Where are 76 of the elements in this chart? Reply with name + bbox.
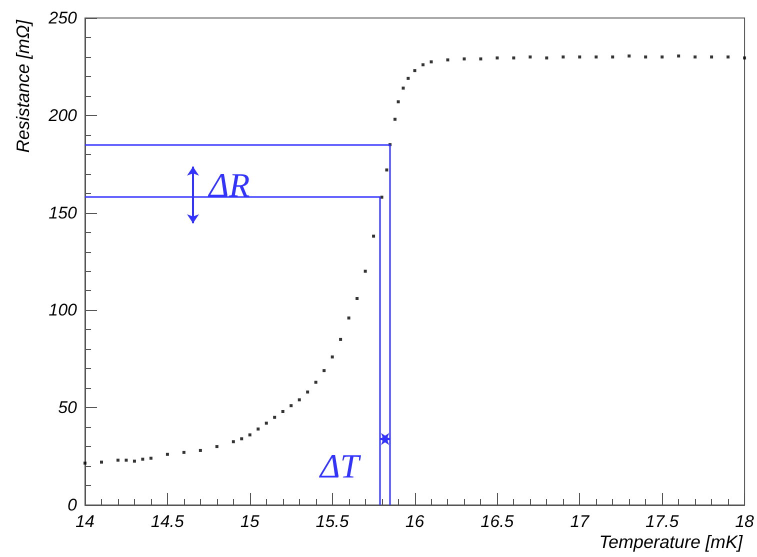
- point: [677, 54, 680, 58]
- point: [393, 118, 396, 121]
- point: [496, 56, 499, 60]
- point: [198, 448, 202, 452]
- point: [562, 55, 565, 58]
- y-tick-label: 100: [48, 300, 78, 320]
- x-tick-label: 16.5: [480, 512, 514, 531]
- point: [248, 433, 252, 436]
- point: [132, 460, 136, 463]
- point: [322, 369, 326, 372]
- y-tick-label: 250: [48, 8, 78, 28]
- point: [710, 55, 714, 58]
- x-axis-title: Temperature [mK]: [599, 532, 744, 552]
- point: [726, 55, 730, 58]
- point: [124, 458, 128, 462]
- point: [413, 69, 416, 72]
- point: [578, 55, 582, 58]
- x-tick-label: 15.5: [316, 512, 350, 531]
- point: [314, 380, 318, 384]
- point: [149, 456, 152, 460]
- point: [380, 196, 384, 199]
- y-tick-label: 50: [58, 398, 78, 418]
- point: [611, 55, 614, 58]
- point: [84, 462, 86, 465]
- annotation: ΔR: [207, 167, 250, 204]
- point: [628, 54, 631, 58]
- y-axis-title: Resistance [mΩ]: [13, 19, 33, 153]
- point: [116, 458, 120, 462]
- point: [100, 460, 103, 464]
- point: [240, 437, 244, 440]
- point: [594, 55, 598, 58]
- point: [281, 410, 284, 413]
- point: [462, 57, 466, 60]
- point: [545, 56, 548, 60]
- annotation: ΔT: [318, 448, 362, 486]
- point: [347, 316, 350, 320]
- point: [330, 355, 334, 358]
- y-tick-label: 200: [48, 106, 78, 125]
- point: [141, 458, 144, 461]
- point: [479, 57, 482, 60]
- point: [385, 168, 388, 172]
- point: [402, 86, 405, 90]
- point: [430, 60, 433, 64]
- point: [356, 297, 359, 300]
- point: [422, 63, 425, 66]
- y-tick-label: 150: [48, 203, 78, 222]
- point: [446, 58, 450, 62]
- point: [364, 270, 367, 273]
- point: [512, 56, 516, 60]
- x-tick-label: 16: [405, 512, 425, 531]
- x-tick-label: 17.5: [646, 512, 680, 531]
- point: [306, 390, 310, 394]
- point: [273, 416, 276, 419]
- x-tick-label: 17: [570, 512, 590, 531]
- point: [694, 55, 697, 58]
- point: [396, 100, 400, 104]
- point: [406, 76, 410, 80]
- point: [339, 338, 342, 341]
- point: [232, 440, 235, 444]
- point: [528, 55, 532, 58]
- point: [372, 234, 376, 238]
- point: [166, 452, 169, 456]
- point: [298, 398, 301, 402]
- point: [290, 404, 293, 408]
- point: [215, 445, 218, 448]
- x-tick-label: 14: [76, 512, 94, 531]
- point: [644, 55, 648, 58]
- x-tick-label: 18: [735, 512, 755, 531]
- point: [660, 55, 664, 58]
- y-tick-label: 0: [68, 496, 78, 514]
- point: [256, 428, 260, 431]
- point: [743, 56, 746, 60]
- point: [264, 422, 268, 425]
- point: [182, 450, 186, 454]
- x-tick-label: 15: [240, 512, 260, 531]
- x-tick-label: 14.5: [150, 512, 185, 531]
